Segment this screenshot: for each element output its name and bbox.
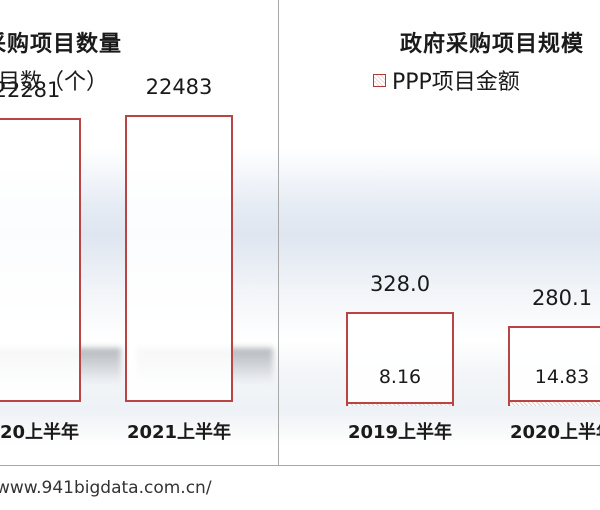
data-label-total-scale: 328.0 bbox=[369, 272, 431, 297]
legend-project-count: 项目数（个） bbox=[0, 64, 108, 96]
data-label-total-scale: 280.1 bbox=[531, 285, 593, 310]
data-label-ppp-amount: 8.16 bbox=[378, 366, 422, 388]
legend-label-ppp: PPP项目金额 bbox=[392, 70, 520, 95]
bar-ppp-amount bbox=[510, 399, 600, 406]
legend-label-project-count: 项目数（个） bbox=[0, 70, 109, 95]
category-label: 2021上半年 bbox=[126, 422, 232, 443]
legend-swatch-ppp bbox=[373, 73, 386, 87]
chart-title-project-count: 政府采购项目数量 bbox=[0, 32, 123, 57]
data-label-ppp-amount: 14.83 bbox=[534, 366, 590, 388]
bar-project-count bbox=[125, 115, 233, 402]
data-label-project-count: 22281 bbox=[0, 77, 61, 102]
chart-panel-project-scale: 政府采购项目规模 PPP项目金额 328.0 8.16 2019上半年 280.1 14… bbox=[279, 0, 600, 466]
chart-baseline bbox=[0, 465, 600, 466]
chart-panel-project-count: 政府采购项目数量 项目数（个） 22281 2020上半年 22483 2021上半年 bbox=[0, 0, 278, 466]
data-label-project-count: 22483 bbox=[145, 75, 213, 100]
category-label: 2019上半年 bbox=[347, 422, 453, 443]
chart-title-project-scale: 政府采购项目规模 bbox=[400, 32, 585, 57]
bar-total-scale bbox=[346, 312, 454, 406]
legend-ppp: PPP项目金额 bbox=[373, 64, 520, 96]
bar-project-count bbox=[0, 117, 81, 402]
bar-ppp-amount bbox=[348, 401, 452, 406]
bar-total-scale bbox=[508, 325, 600, 406]
category-label: 2020上半年 bbox=[509, 422, 600, 443]
panel-divider bbox=[278, 0, 279, 466]
category-label: 2020上半年 bbox=[0, 422, 80, 443]
source-url: www.941bigdata.com.cn/ bbox=[0, 478, 212, 498]
